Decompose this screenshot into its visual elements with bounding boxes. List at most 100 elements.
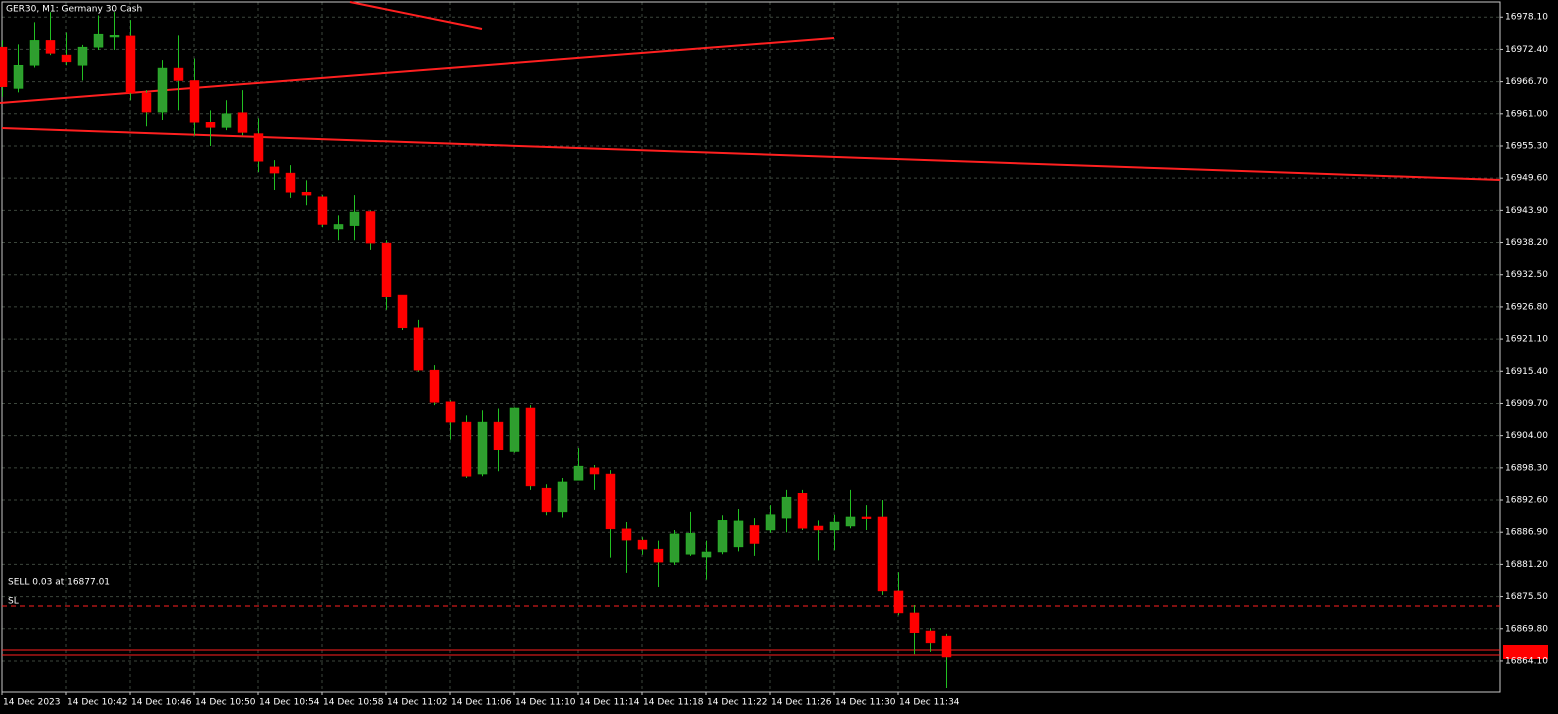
chart-title: GER30, M1: Germany 30 Cash [6,5,142,15]
candle-body [397,294,408,329]
y-tick-label: 16869.80 [1505,624,1548,634]
y-tick-label: 16978.10 [1505,13,1548,23]
candle-body [733,520,744,548]
candle-body [621,528,632,541]
candle-body [685,533,696,555]
x-tick-label: 14 Dec 11:26 [771,698,832,708]
candle-body [237,112,248,133]
x-tick-label: 14 Dec 11:22 [707,698,768,708]
y-tick-label: 16938.20 [1505,238,1548,248]
candle-body [653,548,664,563]
y-tick-label: 16955.30 [1505,141,1548,151]
y-tick-label: 16921.10 [1505,335,1548,345]
x-tick-label: 14 Dec 11:30 [835,698,896,708]
y-tick-label: 16915.40 [1505,367,1548,377]
candle-body [797,492,808,529]
candle-body [877,516,888,592]
x-tick-label: 14 Dec 2023 [3,698,61,708]
candle-body [493,421,504,451]
candle-body [637,539,648,550]
candle-body [525,407,536,487]
x-tick-label: 14 Dec 11:02 [387,698,448,708]
candle-body [173,67,184,81]
candles [0,12,952,689]
candle-body [573,465,584,481]
candle-body [189,80,200,123]
grid [2,2,1500,692]
trend-line [349,1,483,30]
candle-body [221,113,232,128]
candle-body [845,516,856,527]
candle-body [861,516,872,519]
y-tick-label: 16898.30 [1505,463,1548,473]
candle-body [605,473,616,530]
candle-body [381,242,392,297]
candle-body [813,525,824,531]
candle-body [429,369,440,403]
y-tick-label: 16904.00 [1505,431,1548,441]
y-tick-label: 16949.60 [1505,174,1548,184]
y-tick-label: 16932.50 [1505,270,1548,280]
y-tick-label: 16972.40 [1505,45,1548,55]
candle-body [717,520,728,553]
price-tag [1503,652,1548,659]
y-tick-label: 16943.90 [1505,206,1548,216]
y-tick-label: 16909.70 [1505,399,1548,409]
x-tick-label: 14 Dec 10:50 [195,698,256,708]
candle-body [29,40,40,66]
candle-body [365,211,376,244]
candle-body [413,327,424,371]
candle-body [893,590,904,614]
candle-body [301,192,312,196]
candle-body [333,224,344,230]
candle-body [125,35,136,94]
candle-body [269,166,280,174]
y-tick-label: 16886.90 [1505,528,1548,538]
candle-body [45,40,56,54]
candle-body [445,401,456,423]
y-tick-label: 16864.10 [1505,656,1548,666]
candle-body [109,35,120,38]
candle-body [157,67,168,113]
candle-body [349,211,360,226]
order-label: SELL 0.03 at 16877.01 [8,578,110,588]
x-tick-label: 14 Dec 10:58 [323,698,384,708]
x-tick-label: 14 Dec 11:10 [515,698,576,708]
candle-body [93,33,104,48]
x-tick-label: 14 Dec 10:54 [259,698,320,708]
candle-body [541,487,552,513]
candle-body [749,525,760,544]
candle-body [477,421,488,475]
candle-body [317,196,328,225]
price-tag [1503,645,1548,652]
trend-line [1,127,1501,181]
candle-body [253,133,264,162]
x-tick-label: 14 Dec 10:46 [131,698,192,708]
y-tick-label: 16961.00 [1505,109,1548,119]
y-tick-label: 16926.80 [1505,302,1548,312]
x-tick-label: 14 Dec 11:06 [451,698,512,708]
candle-body [0,46,8,87]
candle-body [13,64,24,89]
candle-body [205,122,216,128]
y-tick-label: 16966.70 [1505,77,1548,87]
candle-body [461,421,472,477]
candle-body [557,481,568,513]
candle-body [141,92,152,113]
candle-body [925,630,936,644]
candle-body [509,407,520,452]
x-tick-label: 14 Dec 10:42 [67,698,128,708]
candle-body [781,496,792,519]
trend-line [0,37,835,104]
candle-body [701,551,712,558]
candle-body [61,54,72,63]
y-tick-label: 16892.60 [1505,496,1548,506]
candle-body [589,467,600,475]
candle-body [941,635,952,658]
candle-body [669,533,680,563]
candle-body [77,46,88,66]
x-tick-label: 14 Dec 11:34 [899,698,960,708]
candle-body [765,514,776,531]
